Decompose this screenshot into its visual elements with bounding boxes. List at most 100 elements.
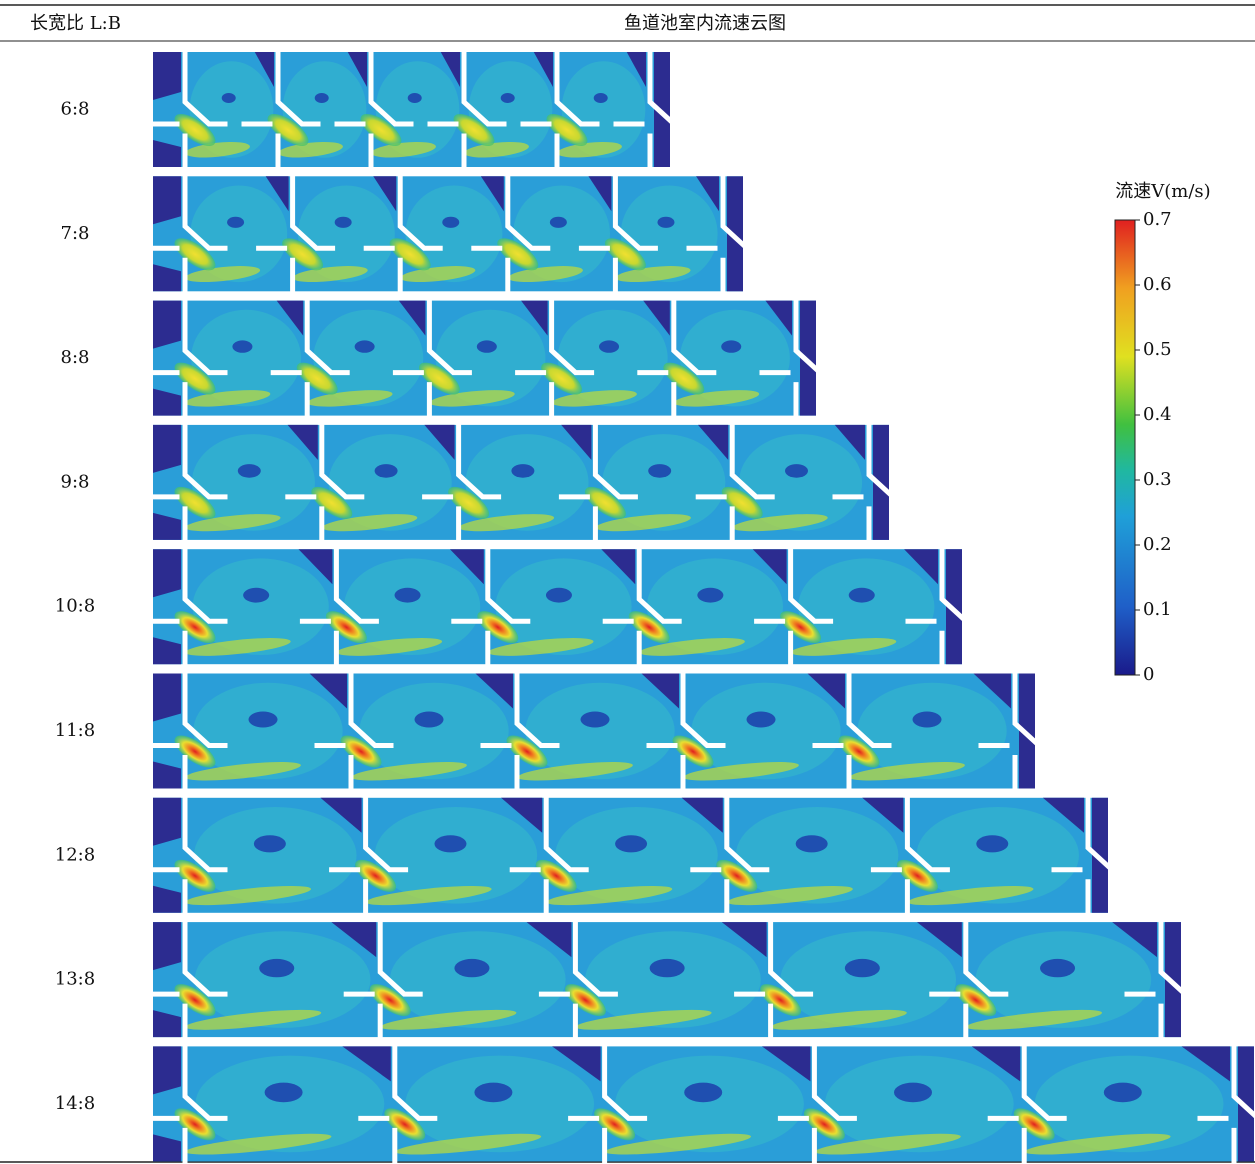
jet: [340, 735, 382, 768]
vortex-core: [684, 1082, 723, 1103]
colorbar-title: 流速V(m/s): [1115, 181, 1210, 202]
baffle-wall: [182, 795, 228, 873]
vortex-core: [221, 93, 236, 103]
baffle-wall: [285, 494, 325, 543]
mixing-zone: [389, 931, 566, 1028]
baffle-wall: [182, 298, 228, 376]
low-velocity-zone: [153, 549, 181, 598]
baffle-wall: [148, 494, 188, 543]
corner-zone: [626, 52, 646, 87]
jet: [955, 984, 997, 1017]
vortex-core: [545, 587, 572, 603]
vortex-core: [649, 958, 685, 978]
mixing-zone: [585, 931, 761, 1028]
baffle-wall: [182, 1043, 228, 1121]
jet: [453, 113, 495, 147]
baffle-wall: [647, 49, 693, 127]
baffle-wall: [182, 919, 228, 997]
baffle-wall: [538, 991, 578, 1040]
jet-trail: [380, 1009, 517, 1030]
colorbar: [1114, 219, 1136, 676]
baffle-wall: [788, 546, 834, 624]
baffle-wall: [471, 245, 511, 294]
row-label: 13:8: [55, 969, 95, 990]
baffle-wall: [148, 618, 188, 667]
baffle-wall: [343, 991, 383, 1040]
jet: [1013, 1108, 1055, 1141]
baffle-wall: [485, 546, 531, 624]
jet: [418, 362, 460, 395]
vortex-core: [237, 464, 261, 478]
baffle-wall: [505, 173, 551, 251]
corner-zone: [1042, 797, 1084, 833]
row-label: 12:8: [55, 844, 95, 865]
baffle-wall: [377, 919, 423, 997]
baffle-wall: [426, 298, 472, 376]
baffle-wall: [1051, 867, 1091, 916]
jet: [448, 486, 490, 519]
baffle-wall: [348, 671, 394, 748]
vortex-core: [232, 340, 253, 353]
baffle-wall: [256, 245, 296, 294]
jet-trail: [814, 1133, 961, 1155]
jet: [663, 362, 705, 395]
corner-zone: [971, 1046, 1021, 1082]
jet-trail: [595, 514, 691, 532]
baffle-wall: [568, 1115, 608, 1164]
corner-zone: [287, 424, 318, 460]
low-velocity-zone: [153, 797, 181, 846]
colorbar-tick-label: 0.5: [1143, 339, 1172, 360]
mixing-zone: [313, 309, 424, 407]
jet-trail: [429, 390, 515, 407]
baffle-wall: [422, 494, 462, 543]
contour-row: [148, 1043, 1255, 1164]
corner-zone: [320, 797, 362, 833]
low-velocity-zone: [153, 922, 181, 971]
baffle-wall: [1197, 1115, 1237, 1164]
baffle-wall: [1012, 671, 1058, 748]
vortex-core: [259, 958, 295, 978]
row-label: 11:8: [55, 720, 95, 741]
jet: [369, 984, 411, 1017]
mixing-zone: [735, 807, 899, 904]
vortex-core: [599, 340, 620, 353]
vortex-core: [657, 216, 675, 228]
baffle-wall: [904, 795, 950, 873]
jet-trail: [557, 142, 622, 158]
mixing-zone: [297, 185, 395, 283]
jet-trail: [185, 142, 250, 158]
baffle-wall: [148, 121, 188, 170]
jet-trail: [683, 762, 799, 781]
baffle-wall: [602, 618, 642, 667]
jet-trail: [395, 1133, 542, 1155]
mixing-zone: [405, 185, 503, 283]
baffle-wall: [520, 121, 560, 170]
vortex-core: [721, 340, 742, 353]
baffle-wall: [182, 422, 228, 500]
jet-trail: [604, 1133, 752, 1155]
corner-zone: [449, 549, 484, 585]
corner-zone: [601, 549, 636, 585]
corner-zone: [752, 549, 787, 585]
vortex-core: [407, 93, 422, 103]
jet-trail: [732, 514, 828, 532]
mixing-zone: [194, 807, 357, 904]
baffle-wall: [270, 370, 310, 419]
baffle-wall: [558, 494, 598, 543]
jet-trail: [517, 762, 633, 781]
baffle-wall: [832, 494, 872, 543]
contour-row: [148, 919, 1204, 1040]
low-velocity-zone: [153, 1134, 181, 1162]
baffle-wall: [363, 245, 403, 294]
corner-zone: [765, 300, 792, 336]
jet-trail: [185, 390, 271, 407]
corner-zone: [331, 922, 377, 958]
jet: [360, 113, 402, 147]
baffle-wall: [515, 370, 555, 419]
jet: [541, 362, 583, 395]
mixing-zone: [691, 682, 841, 780]
corner-zone: [254, 52, 274, 87]
jet: [174, 1108, 216, 1141]
jet-trail: [278, 142, 343, 158]
